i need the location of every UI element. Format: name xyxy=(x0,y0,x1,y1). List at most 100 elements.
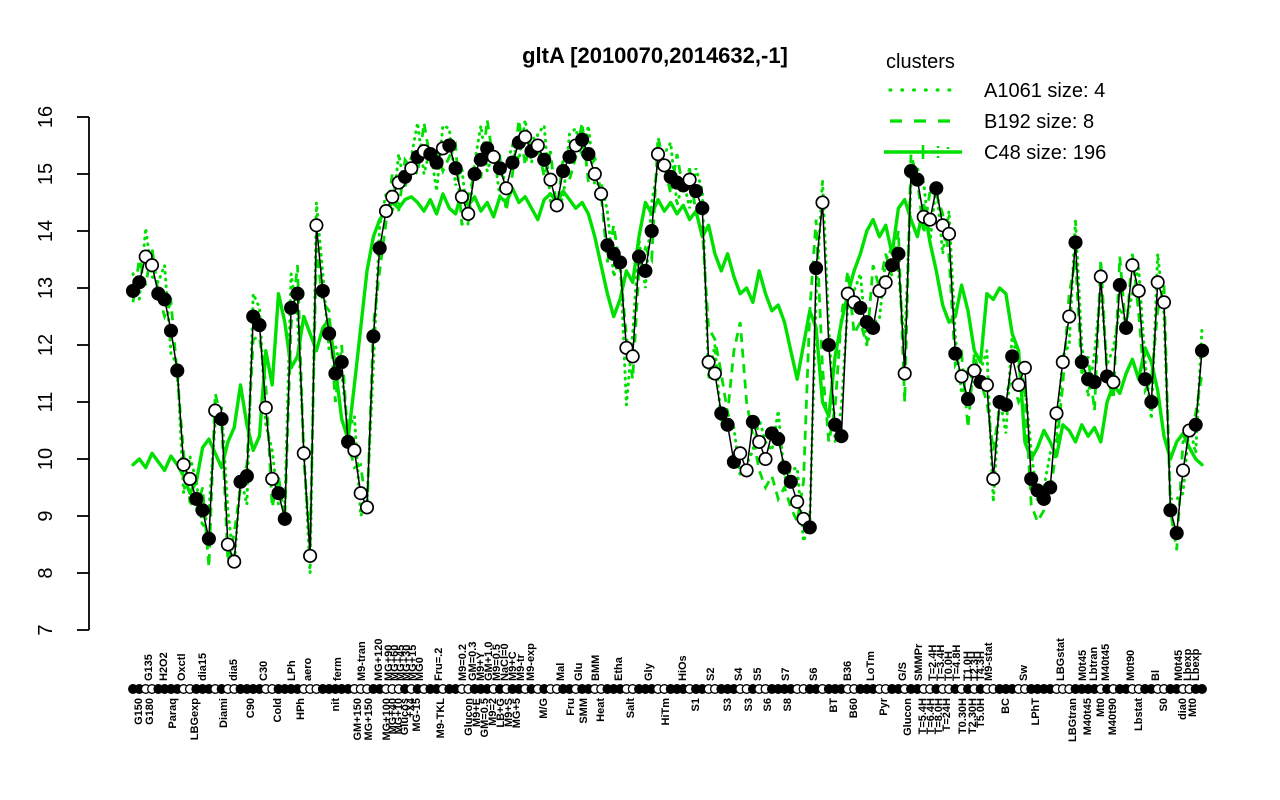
data-point xyxy=(556,164,571,179)
data-point xyxy=(1043,480,1058,495)
x-axis-label: Glucon xyxy=(463,698,475,736)
y-tick-label: 16 xyxy=(35,106,57,128)
data-point xyxy=(366,329,381,344)
data-point xyxy=(1024,471,1039,486)
x-axis-label: Lbexp xyxy=(1190,648,1202,681)
cluster-c48-line xyxy=(131,186,1204,495)
x-axis-label: ferm xyxy=(332,657,344,681)
legend-sample-plus-icon xyxy=(916,145,950,159)
x-axis-label: M40t45 xyxy=(1082,698,1094,735)
x-axis-label: S5 xyxy=(752,668,764,681)
data-point xyxy=(189,491,204,506)
data-point xyxy=(347,443,362,458)
data-point xyxy=(783,474,798,489)
x-axis-label: S6 xyxy=(808,668,820,681)
data-point xyxy=(1049,406,1064,421)
data-point xyxy=(644,223,659,239)
legend-item-c48: C48 size: 196 xyxy=(984,142,1106,164)
data-point xyxy=(1112,278,1127,293)
data-point xyxy=(771,432,786,447)
data-point xyxy=(828,417,843,432)
x-axis-label: M40t90 xyxy=(1107,698,1119,735)
data-point xyxy=(448,161,463,176)
x-axis-label: Paraq xyxy=(167,698,179,729)
data-point xyxy=(562,149,577,164)
x-axis-label: M9=2 xyxy=(487,698,499,726)
x-axis-label: MG+10 xyxy=(393,698,405,734)
data-point xyxy=(182,471,197,486)
data-point xyxy=(701,355,716,370)
x-axis-label: M9=0.5 xyxy=(491,644,503,681)
x-axis-label: T2.3H xyxy=(969,651,981,681)
x-axis-label: T2.30H xyxy=(967,698,979,734)
x-axis-label: M9-tran xyxy=(356,641,368,681)
data-point xyxy=(657,158,672,173)
data-point xyxy=(1163,503,1178,518)
data-point xyxy=(454,189,469,204)
data-point xyxy=(549,198,564,213)
x-axis-label: M/G xyxy=(538,698,550,719)
data-point xyxy=(575,132,590,147)
data-point xyxy=(682,172,697,187)
data-point xyxy=(201,531,216,546)
x-axis-label: T0.30H xyxy=(957,698,969,734)
data-point xyxy=(530,138,545,153)
y-tick-label: 14 xyxy=(35,220,57,242)
x-axis-label: C90 xyxy=(245,698,257,718)
data-point xyxy=(834,429,849,444)
data-point xyxy=(631,249,647,264)
x-axis-label: LPh xyxy=(286,660,298,681)
x-axis-label: M9+E xyxy=(471,698,483,727)
x-axis-label: dia0 xyxy=(1177,698,1189,720)
x-axis-label: T1.0H xyxy=(962,651,974,681)
data-point xyxy=(752,434,767,449)
x-axis-label: NaCl=0 xyxy=(499,643,511,681)
data-point xyxy=(492,161,507,176)
data-point xyxy=(499,181,514,196)
data-point xyxy=(1087,375,1102,390)
data-point xyxy=(897,366,912,381)
data-point xyxy=(707,366,722,381)
x-axis-label: dia15 xyxy=(197,653,209,681)
x-axis-label: Diami xyxy=(218,698,230,728)
data-point xyxy=(239,469,254,484)
data-point xyxy=(163,323,179,338)
data-point xyxy=(404,161,419,176)
x-axis-label: M9+S xyxy=(503,698,515,727)
data-point xyxy=(777,460,792,475)
x-axis-label: M9-stat xyxy=(983,642,995,681)
x-axis-label: GM+150 xyxy=(352,698,364,741)
x-axis-labels-bottom: G150 G180 Paraq LBGexp Diami C90 Cold HPh nit GM+… xyxy=(133,697,1199,742)
y-tick-label: 15 xyxy=(35,163,57,185)
x-axis-label: G150 xyxy=(133,698,145,725)
data-point xyxy=(1036,491,1051,506)
data-point xyxy=(220,537,235,552)
data-point xyxy=(473,152,488,167)
data-point xyxy=(878,275,893,290)
x-axis-label: M0t45 xyxy=(1173,650,1185,681)
data-point xyxy=(922,212,938,227)
y-tick-label: 7 xyxy=(35,624,57,635)
x-axis-label: T=8.0H xyxy=(933,698,945,734)
data-point xyxy=(195,503,210,518)
data-point xyxy=(1062,309,1077,324)
x-axis-label: M9+Y xyxy=(475,651,487,681)
data-point xyxy=(537,152,552,167)
data-point xyxy=(613,255,628,270)
data-point xyxy=(885,258,900,273)
data-point xyxy=(853,300,868,315)
data-point xyxy=(132,275,147,290)
x-axis-label: Mt0 xyxy=(1187,698,1199,717)
condition-strip xyxy=(128,684,1207,694)
data-point xyxy=(359,500,375,515)
x-axis-label: S2 xyxy=(705,668,717,681)
y-tick-label: 13 xyxy=(35,277,57,299)
data-point xyxy=(461,206,476,221)
x-axis-label: MG-15 xyxy=(411,698,423,732)
data-point xyxy=(891,246,906,261)
x-axis-label: HiTm xyxy=(660,698,672,726)
x-axis-label: T=4.8H xyxy=(951,645,963,681)
data-point xyxy=(1156,295,1172,310)
data-point xyxy=(214,412,229,427)
